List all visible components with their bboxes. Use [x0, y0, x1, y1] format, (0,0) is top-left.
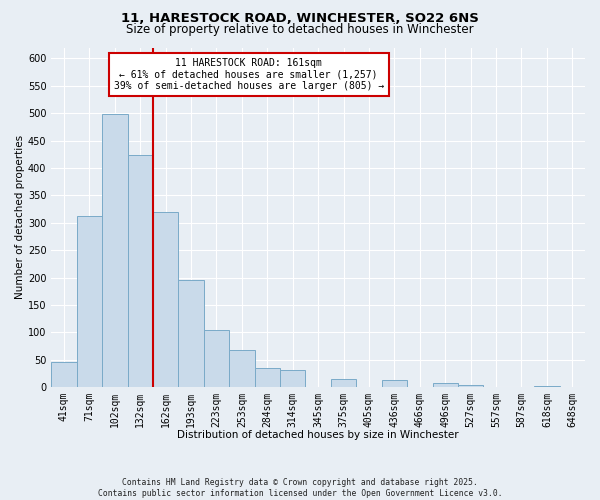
Bar — [331, 380, 356, 387]
Bar — [229, 350, 254, 387]
Bar — [280, 370, 305, 387]
Text: Size of property relative to detached houses in Winchester: Size of property relative to detached ho… — [126, 22, 474, 36]
Y-axis label: Number of detached properties: Number of detached properties — [15, 135, 25, 300]
Bar — [128, 156, 153, 387]
Text: Contains HM Land Registry data © Crown copyright and database right 2025.
Contai: Contains HM Land Registry data © Crown c… — [98, 478, 502, 498]
Bar — [382, 380, 407, 387]
Bar — [534, 386, 560, 387]
Bar — [77, 216, 102, 387]
Bar — [254, 368, 280, 387]
Bar — [433, 382, 458, 387]
X-axis label: Distribution of detached houses by size in Winchester: Distribution of detached houses by size … — [178, 430, 459, 440]
Text: 11, HARESTOCK ROAD, WINCHESTER, SO22 6NS: 11, HARESTOCK ROAD, WINCHESTER, SO22 6NS — [121, 12, 479, 26]
Bar — [204, 330, 229, 387]
Bar — [153, 212, 178, 387]
Bar — [560, 386, 585, 387]
Bar — [102, 114, 128, 387]
Bar — [178, 280, 204, 387]
Text: 11 HARESTOCK ROAD: 161sqm
← 61% of detached houses are smaller (1,257)
39% of se: 11 HARESTOCK ROAD: 161sqm ← 61% of detac… — [113, 58, 384, 91]
Bar — [458, 386, 484, 387]
Bar — [51, 362, 77, 387]
